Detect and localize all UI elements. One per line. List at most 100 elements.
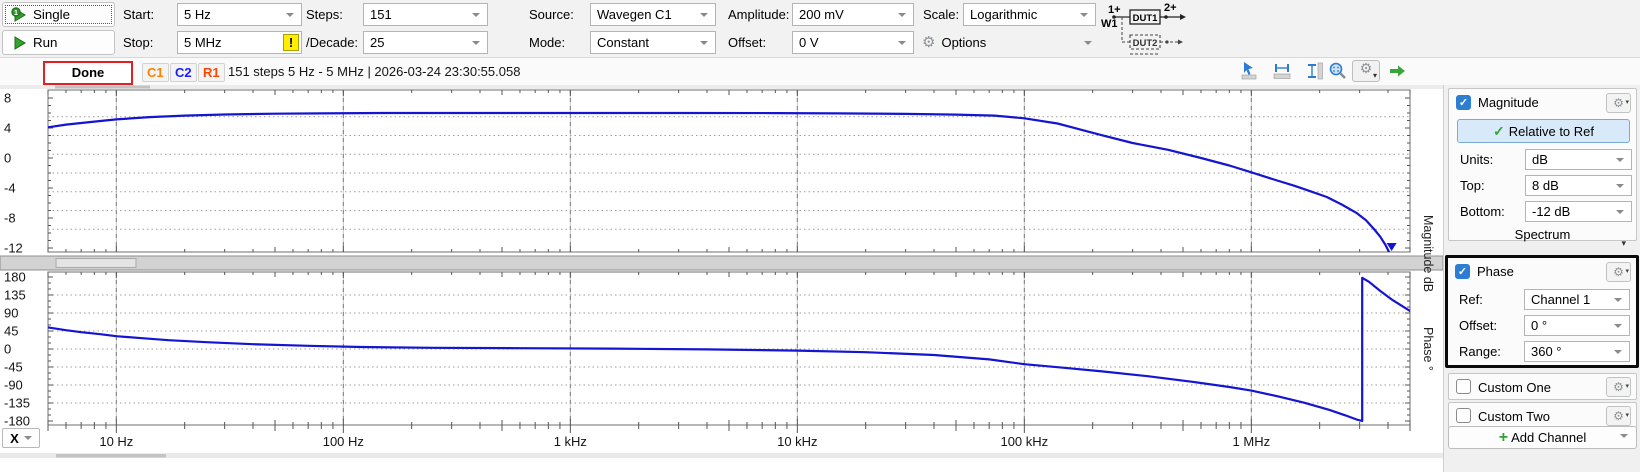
svg-text:0: 0 — [4, 342, 11, 357]
x-axis-menu-button[interactable]: X — [2, 428, 40, 448]
phase-gear-button[interactable]: ⚙ ▾ — [1606, 262, 1631, 282]
plot-canvas[interactable]: 8 4 0 -4 -8 -12 180 135 90 45 0 -45 -90 -135 -180 10 Hz… — [0, 85, 1444, 472]
custom-one-checkbox[interactable] — [1456, 379, 1471, 394]
run-label: Run — [33, 35, 58, 50]
dut2-label: DUT2 — [1133, 38, 1158, 49]
steps-select[interactable]: 151 — [363, 3, 488, 26]
chevron-down-icon: ▾ — [1625, 268, 1629, 275]
svg-text:180: 180 — [4, 270, 26, 285]
chevron-down-icon — [1614, 323, 1622, 328]
cursor-pointer-icon[interactable] — [1240, 61, 1262, 81]
bottom-select[interactable]: -12 dB — [1525, 201, 1632, 222]
source-select[interactable]: Wavegen C1 — [590, 3, 716, 26]
ref-select[interactable]: Channel 1 — [1524, 289, 1630, 310]
play-run-icon — [14, 35, 26, 50]
plus-icon: + — [1498, 429, 1509, 446]
single-button[interactable]: 1 Single — [2, 2, 115, 27]
svg-text:10 kHz: 10 kHz — [777, 434, 817, 449]
options-button[interactable]: ⚙ Options — [922, 31, 1096, 54]
plot-settings-gear-button[interactable]: ⚙ ▾ — [1352, 60, 1380, 82]
stop-value: 5 MHz — [184, 35, 222, 50]
range-select[interactable]: 360 ° — [1524, 341, 1630, 362]
chevron-down-icon — [1614, 349, 1622, 354]
relative-to-ref-button[interactable]: ✓ Relative to Ref — [1457, 119, 1630, 143]
chevron-down-icon: ▾ — [1625, 383, 1629, 390]
amplitude-select[interactable]: 200 mV — [792, 3, 914, 26]
svg-text:10 Hz: 10 Hz — [99, 434, 133, 449]
start-select[interactable]: 5 Hz — [177, 3, 302, 26]
bottom-value: -12 dB — [1532, 204, 1571, 219]
gear-icon: ⚙ — [1613, 265, 1624, 279]
start-value: 5 Hz — [184, 7, 211, 22]
run-button[interactable]: Run — [2, 30, 115, 55]
svg-text:-12: -12 — [4, 241, 23, 256]
mode-select[interactable]: Constant — [590, 31, 716, 54]
range-label: Range: — [1459, 344, 1501, 359]
svg-text:1 MHz: 1 MHz — [1233, 434, 1271, 449]
channels-panel: ✓ Magnitude ⚙ ▾ ✓ Relative to Ref Units: … — [1443, 85, 1640, 472]
vertical-measure-icon[interactable] — [1305, 61, 1327, 81]
chevron-down-icon — [1620, 434, 1628, 438]
svg-text:-45: -45 — [4, 360, 23, 375]
mode-label: Mode: — [529, 35, 566, 50]
top-select[interactable]: 8 dB — [1525, 175, 1632, 196]
units-select[interactable]: dB — [1525, 149, 1632, 170]
channel-2-chip[interactable]: C2 — [170, 63, 197, 82]
bode-plot: 8 4 0 -4 -8 -12 180 135 90 45 0 -45 -90 -135 -180 10 Hz… — [0, 85, 1444, 472]
sweep-info-text: 151 steps 5 Hz - 5 MHz | 2026-03-24 23:3… — [228, 64, 521, 79]
check-icon: ✓ — [1493, 123, 1505, 139]
custom-two-gear-button[interactable]: ⚙ ▾ — [1606, 406, 1631, 426]
svg-text:8: 8 — [4, 91, 11, 106]
svg-text:-90: -90 — [4, 378, 23, 393]
play-single-icon: 1 — [11, 6, 26, 22]
horizontal-measure-icon[interactable] — [1272, 61, 1294, 81]
chevron-down-icon — [1616, 183, 1624, 188]
gear-icon: ⚙ — [922, 34, 936, 51]
svg-text:-8: -8 — [4, 211, 16, 226]
magnitude-checkbox[interactable]: ✓ — [1456, 95, 1471, 110]
custom-two-checkbox[interactable] — [1456, 408, 1471, 423]
bottom-label: Bottom: — [1460, 204, 1505, 219]
offset-label: Offset: — [728, 35, 767, 50]
svg-text:-4: -4 — [4, 181, 16, 196]
offset-value: 0 V — [799, 35, 819, 50]
warning-icon: ! — [283, 34, 299, 51]
chevron-down-icon: ▾ — [1625, 99, 1629, 106]
svg-text:45: 45 — [4, 324, 18, 339]
dut-wiring-diagram: 1+ W1 DUT1 2+ DUT2 — [1101, 2, 1186, 55]
chevron-down-icon — [898, 12, 906, 17]
svg-text:100 kHz: 100 kHz — [1000, 434, 1048, 449]
steps-value: 151 — [370, 7, 392, 22]
chevron-down-icon — [472, 40, 480, 45]
phase-offset-select[interactable]: 0 ° — [1524, 315, 1630, 336]
chevron-down-icon: ▾ — [1625, 412, 1629, 419]
spectrum-expander[interactable]: Spectrum ▾ — [1449, 226, 1636, 248]
chevron-down-icon — [1616, 157, 1624, 162]
per-decade-select[interactable]: 25 — [363, 31, 488, 54]
magnitude-gear-button[interactable]: ⚙ ▾ — [1606, 93, 1631, 113]
gear-icon: ⚙ — [1613, 409, 1624, 423]
zoom-magnifier-icon[interactable] — [1328, 61, 1350, 81]
custom-two-section: Custom Two ⚙ ▾ — [1448, 402, 1637, 429]
ref-value: Channel 1 — [1531, 292, 1591, 307]
svg-text:100 Hz: 100 Hz — [323, 434, 364, 449]
export-arrow-icon[interactable] — [1388, 63, 1410, 83]
status-bar: Done C1 C2 R1 151 steps 5 Hz - 5 MHz | 2… — [0, 58, 1640, 85]
add-channel-button[interactable]: + Add Channel — [1448, 426, 1637, 449]
phase-section: ✓ Phase ⚙ ▾ Ref: Channel 1 Offset: 0 ° R… — [1445, 255, 1639, 368]
stop-select[interactable]: 5 MHz ! — [177, 31, 302, 54]
offset-select[interactable]: 0 V — [792, 31, 914, 54]
chevron-down-icon — [700, 40, 708, 45]
gear-icon: ⚙ — [1359, 60, 1373, 76]
phase-checkbox[interactable]: ✓ — [1455, 264, 1470, 279]
channel-1-chip[interactable]: C1 — [142, 63, 169, 82]
chevron-down-icon: ▾ — [1372, 71, 1377, 80]
chevron-down-icon — [1616, 209, 1624, 214]
scale-select[interactable]: Logarithmic — [963, 3, 1096, 26]
magnitude-axis-title: Magnitude dB — [1421, 215, 1435, 293]
units-value: dB — [1532, 152, 1548, 167]
reference-1-chip[interactable]: R1 — [198, 63, 225, 82]
custom-one-gear-button[interactable]: ⚙ ▾ — [1606, 377, 1631, 397]
svg-text:90: 90 — [4, 306, 18, 321]
toolbar: 1 Single Run Start: 5 Hz Stop: 5 MHz ! S… — [0, 0, 1640, 58]
